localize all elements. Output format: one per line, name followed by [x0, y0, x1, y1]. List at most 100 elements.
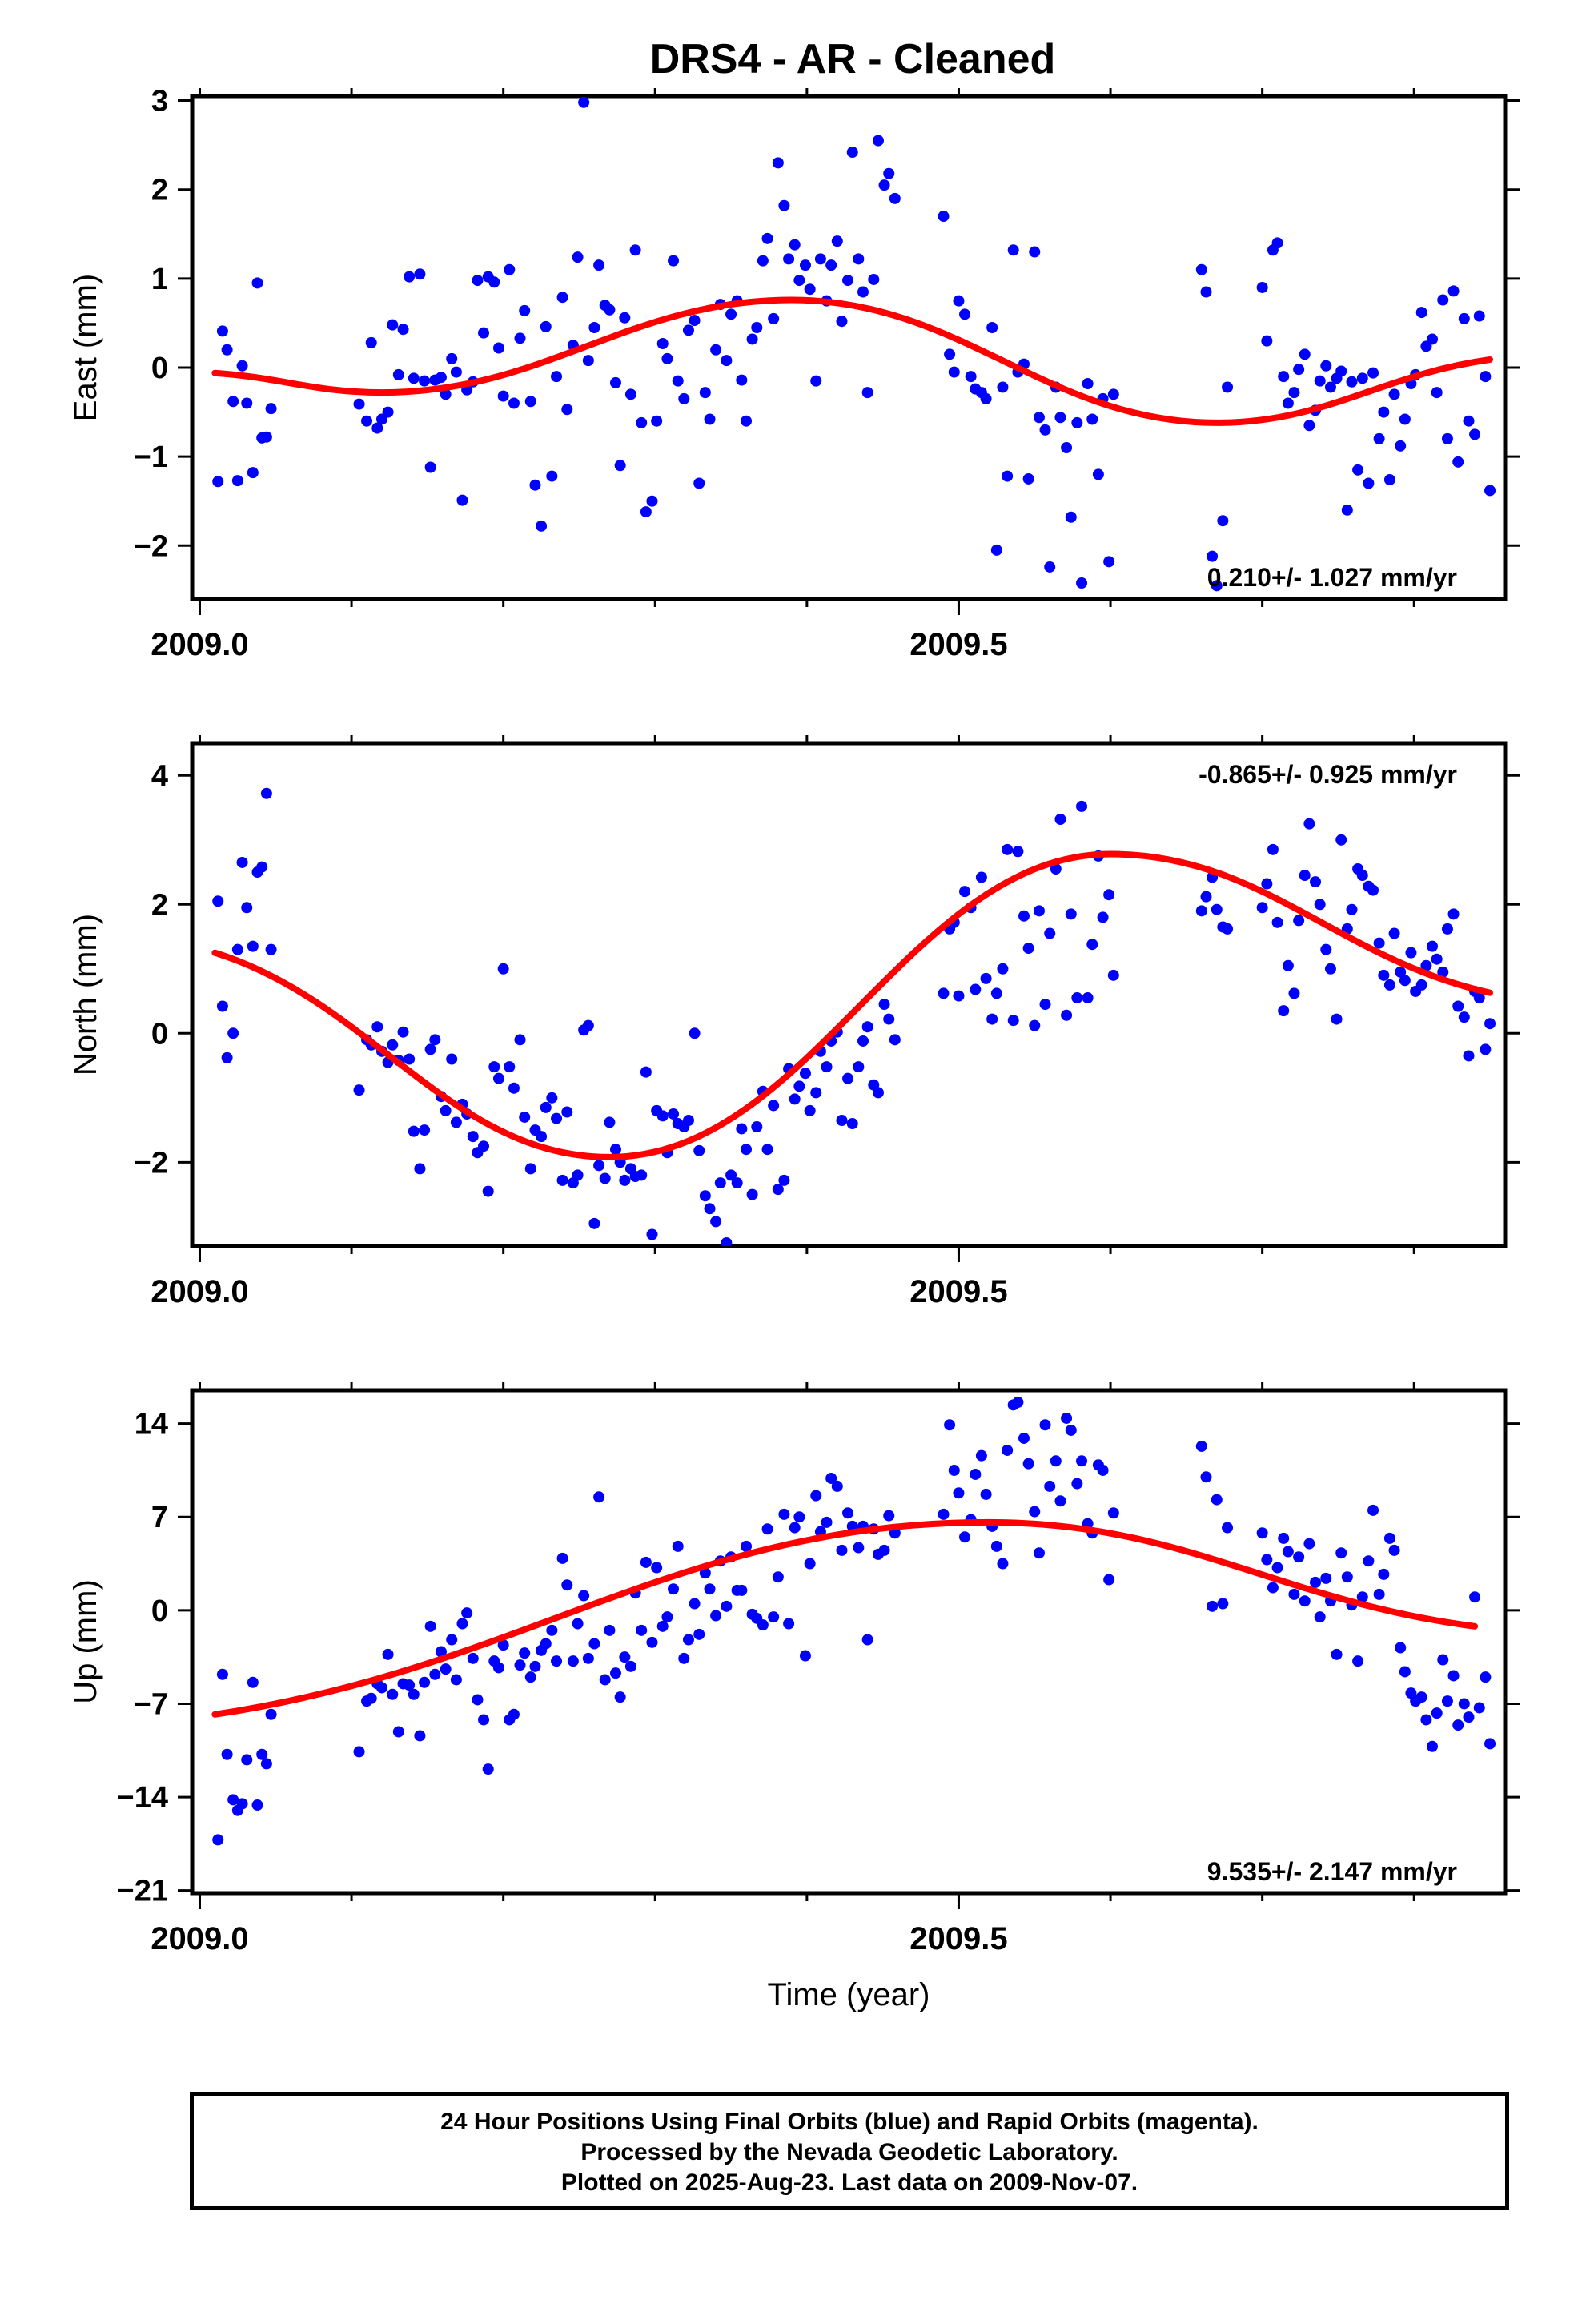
up-data-point	[953, 1487, 965, 1499]
north-data-point	[682, 1115, 694, 1126]
east-data-point	[387, 319, 399, 331]
north-data-point	[1022, 943, 1034, 955]
north-data-point	[1335, 834, 1347, 846]
up-data-point	[593, 1491, 605, 1503]
north-data-point	[353, 1084, 365, 1096]
east-data-point	[551, 371, 563, 383]
up-data-point	[529, 1660, 541, 1672]
north-data-point	[216, 1000, 228, 1012]
north-data-point	[990, 987, 1002, 999]
up-data-point	[1282, 1546, 1294, 1558]
up-data-point	[1331, 1648, 1343, 1660]
east-data-point	[804, 283, 816, 296]
north-data-point	[975, 871, 987, 883]
up-ytick-label: 14	[135, 1408, 168, 1441]
east-data-point	[227, 396, 239, 408]
north-data-point	[853, 1061, 865, 1073]
up-data-point	[456, 1618, 468, 1630]
up-data-point	[578, 1590, 590, 1602]
east-data-point	[1383, 474, 1395, 486]
up-data-point	[1065, 1424, 1077, 1436]
east-data-point	[746, 333, 758, 345]
east-data-point	[990, 544, 1002, 556]
up-data-point	[404, 1679, 416, 1691]
up-ytick-label: 7	[151, 1501, 168, 1534]
east-data-point	[741, 415, 753, 427]
up-data-point	[741, 1540, 753, 1552]
east-data-point	[1388, 388, 1400, 400]
up-points	[212, 1396, 1496, 1846]
up-data-point	[1426, 1740, 1438, 1752]
north-data-point	[751, 1121, 763, 1133]
up-data-point	[959, 1531, 971, 1543]
east-data-point	[1320, 360, 1332, 372]
up-ytick-label: 0	[151, 1594, 168, 1628]
up-data-point	[1452, 1719, 1464, 1731]
north-data-point	[467, 1131, 479, 1143]
north-data-point	[1452, 1000, 1464, 1012]
up-data-point	[435, 1646, 447, 1658]
up-data-point	[1352, 1655, 1364, 1667]
up-data-point	[878, 1544, 890, 1556]
up-data-point	[1044, 1480, 1056, 1492]
footer-line-3: Plotted on 2025-Aug-23. Last data on 200…	[560, 2169, 1138, 2196]
east-data-point	[799, 259, 811, 271]
north-data-point	[599, 1172, 611, 1184]
up-data-point	[619, 1651, 631, 1663]
up-data-point	[1195, 1440, 1207, 1452]
up-data-point	[997, 1558, 1009, 1570]
up-data-point	[1415, 1691, 1427, 1703]
north-data-point	[1107, 969, 1119, 981]
up-data-point	[1437, 1654, 1449, 1666]
north-data-point	[1071, 992, 1083, 1004]
east-data-point	[751, 321, 763, 333]
up-data-point	[1261, 1554, 1273, 1566]
east-data-point	[710, 344, 722, 356]
up-data-point	[227, 1794, 239, 1806]
up-data-point	[704, 1583, 716, 1595]
east-data-point	[1271, 237, 1283, 249]
east-data-point	[651, 415, 663, 427]
north-data-point	[1480, 1043, 1492, 1055]
east-data-point	[578, 96, 590, 108]
north-ytick-label: 0	[151, 1017, 168, 1051]
east-data-point	[1107, 388, 1119, 400]
east-data-point	[721, 355, 733, 367]
north-data-point	[256, 861, 268, 873]
up-data-point	[467, 1652, 479, 1664]
east-data-point	[814, 253, 826, 265]
up-data-point	[783, 1618, 795, 1630]
north-data-point	[640, 1066, 652, 1078]
north-data-point	[1431, 953, 1443, 965]
east-data-point	[540, 320, 552, 332]
up-data-point	[1458, 1698, 1470, 1710]
north-data-point	[997, 963, 1009, 975]
north-data-point	[1018, 910, 1030, 922]
north-data-point	[857, 1035, 869, 1047]
north-ytick-label: 4	[151, 759, 168, 793]
north-data-point	[1388, 927, 1400, 939]
up-data-point	[450, 1674, 462, 1686]
north-rate-annotation: -0.865+/- 0.925 mm/yr	[1199, 760, 1457, 789]
east-data-point	[529, 479, 541, 491]
north-ytick-label: −2	[134, 1146, 168, 1180]
east-data-point	[392, 368, 404, 380]
up-data-point	[1341, 1571, 1353, 1583]
north-data-point	[938, 987, 950, 999]
north-data-point	[1065, 908, 1077, 920]
up-data-point	[761, 1523, 773, 1535]
north-data-point	[508, 1082, 520, 1094]
up-data-point	[651, 1562, 663, 1574]
east-data-point	[609, 376, 621, 388]
east-data-point	[614, 460, 626, 472]
east-data-point	[1044, 561, 1056, 573]
north-data-point	[861, 1021, 873, 1033]
up-data-point	[1288, 1588, 1300, 1600]
up-frame	[190, 1388, 1508, 1896]
north-data-point	[953, 990, 965, 1002]
north-data-point	[1383, 979, 1395, 991]
east-data-point	[536, 520, 548, 532]
up-data-point	[721, 1600, 733, 1612]
up-data-point	[1484, 1738, 1496, 1750]
east-data-point	[361, 415, 373, 427]
